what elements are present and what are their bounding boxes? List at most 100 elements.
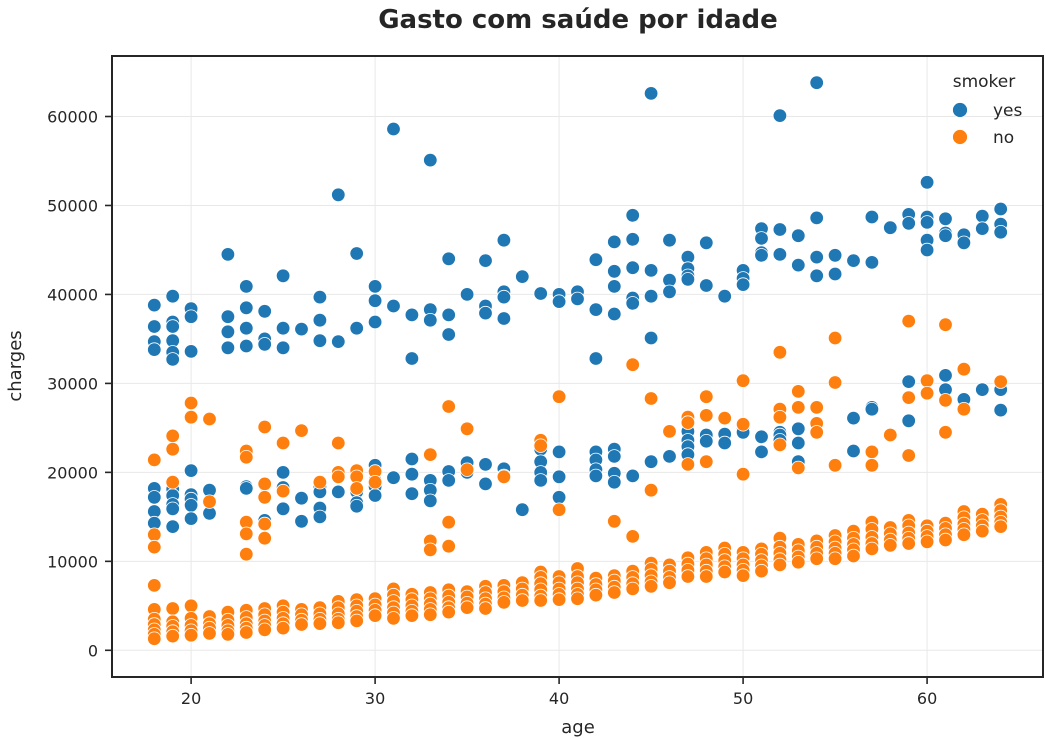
data-point-yes <box>367 314 383 330</box>
data-point-yes <box>147 319 162 334</box>
data-point-yes <box>165 352 180 367</box>
data-point-no <box>607 585 622 600</box>
data-point-yes <box>588 468 604 484</box>
data-point-no <box>183 410 199 425</box>
data-point-yes <box>662 284 677 300</box>
data-point-yes <box>699 235 714 251</box>
data-point-no <box>772 410 788 425</box>
data-point-yes <box>349 321 364 336</box>
data-point-yes <box>239 279 254 294</box>
y-tick-label: 30000 <box>47 374 98 393</box>
data-point-no <box>754 563 769 579</box>
data-point-yes <box>919 215 935 230</box>
data-point-yes <box>275 268 291 284</box>
data-point-yes <box>275 501 291 517</box>
data-point-yes <box>809 210 824 226</box>
data-point-yes <box>919 175 935 190</box>
data-point-no <box>257 531 272 546</box>
data-point-no <box>975 523 990 539</box>
data-point-yes <box>938 228 953 243</box>
data-point-yes <box>275 465 291 480</box>
data-point-no <box>717 410 732 426</box>
data-point-yes <box>643 86 659 101</box>
data-point-no <box>147 578 162 593</box>
data-point-no <box>680 457 696 472</box>
y-tick-label: 40000 <box>47 285 98 304</box>
data-point-no <box>386 611 401 626</box>
data-point-yes <box>975 221 990 236</box>
data-point-yes <box>754 444 769 460</box>
data-point-yes <box>515 269 530 284</box>
data-point-yes <box>294 514 309 529</box>
data-point-no <box>938 317 953 332</box>
data-point-no <box>993 374 1008 389</box>
data-point-yes <box>993 201 1008 217</box>
data-point-yes <box>294 491 309 506</box>
data-point-yes <box>275 340 291 356</box>
data-point-no <box>275 483 291 499</box>
data-point-yes <box>404 486 420 501</box>
data-point-no <box>699 454 714 469</box>
data-point-no <box>147 631 162 646</box>
data-point-yes <box>404 307 420 323</box>
data-point-no <box>772 437 788 453</box>
data-point-yes <box>754 231 769 246</box>
data-point-no <box>404 608 420 623</box>
data-point-no <box>643 579 659 594</box>
data-point-no <box>147 452 162 468</box>
data-point-no <box>257 516 272 532</box>
data-point-yes <box>441 307 456 323</box>
data-point-yes <box>423 493 438 509</box>
data-point-no <box>331 435 346 451</box>
data-point-yes <box>386 470 401 485</box>
data-point-no <box>183 395 199 411</box>
chart-title: Gasto com saúde por idade <box>378 5 778 35</box>
data-point-yes <box>993 402 1008 418</box>
data-point-yes <box>827 266 843 282</box>
data-point-no <box>257 622 272 638</box>
data-point-no <box>202 494 217 509</box>
data-point-yes <box>551 294 567 309</box>
data-point-no <box>607 514 622 529</box>
data-point-yes <box>533 473 548 488</box>
data-point-yes <box>864 402 880 417</box>
data-point-no <box>883 427 898 443</box>
data-point-no <box>147 539 162 555</box>
data-point-no <box>625 581 640 597</box>
data-point-no <box>791 384 806 399</box>
data-point-yes <box>643 289 659 304</box>
data-point-yes <box>938 211 953 227</box>
data-point-yes <box>662 449 677 464</box>
data-point-yes <box>717 435 732 451</box>
data-point-no <box>827 375 843 390</box>
data-point-yes <box>570 291 585 307</box>
data-point-no <box>570 591 585 606</box>
data-point-yes <box>459 287 475 302</box>
data-point-no <box>662 424 677 439</box>
data-point-yes <box>643 454 659 469</box>
data-point-no <box>772 345 788 360</box>
data-point-yes <box>791 421 806 437</box>
data-point-yes <box>883 220 898 235</box>
y-tick-label: 0 <box>88 641 98 660</box>
data-point-yes <box>901 374 916 389</box>
data-point-no <box>147 527 162 542</box>
data-point-yes <box>625 232 640 247</box>
data-point-no <box>165 628 180 644</box>
data-point-no <box>938 532 953 548</box>
x-axis-label: age <box>561 717 595 738</box>
data-point-yes <box>441 327 456 342</box>
data-point-no <box>662 575 677 590</box>
data-point-yes <box>846 253 861 268</box>
data-point-no <box>423 542 438 558</box>
data-point-yes <box>809 249 824 265</box>
data-point-yes <box>423 313 438 328</box>
data-point-yes <box>257 337 272 352</box>
data-point-yes <box>478 457 493 472</box>
data-point-no <box>827 551 843 566</box>
data-point-no <box>496 595 512 610</box>
x-tick-label: 40 <box>549 689 569 708</box>
data-point-no <box>956 362 972 377</box>
data-point-no <box>772 557 788 573</box>
